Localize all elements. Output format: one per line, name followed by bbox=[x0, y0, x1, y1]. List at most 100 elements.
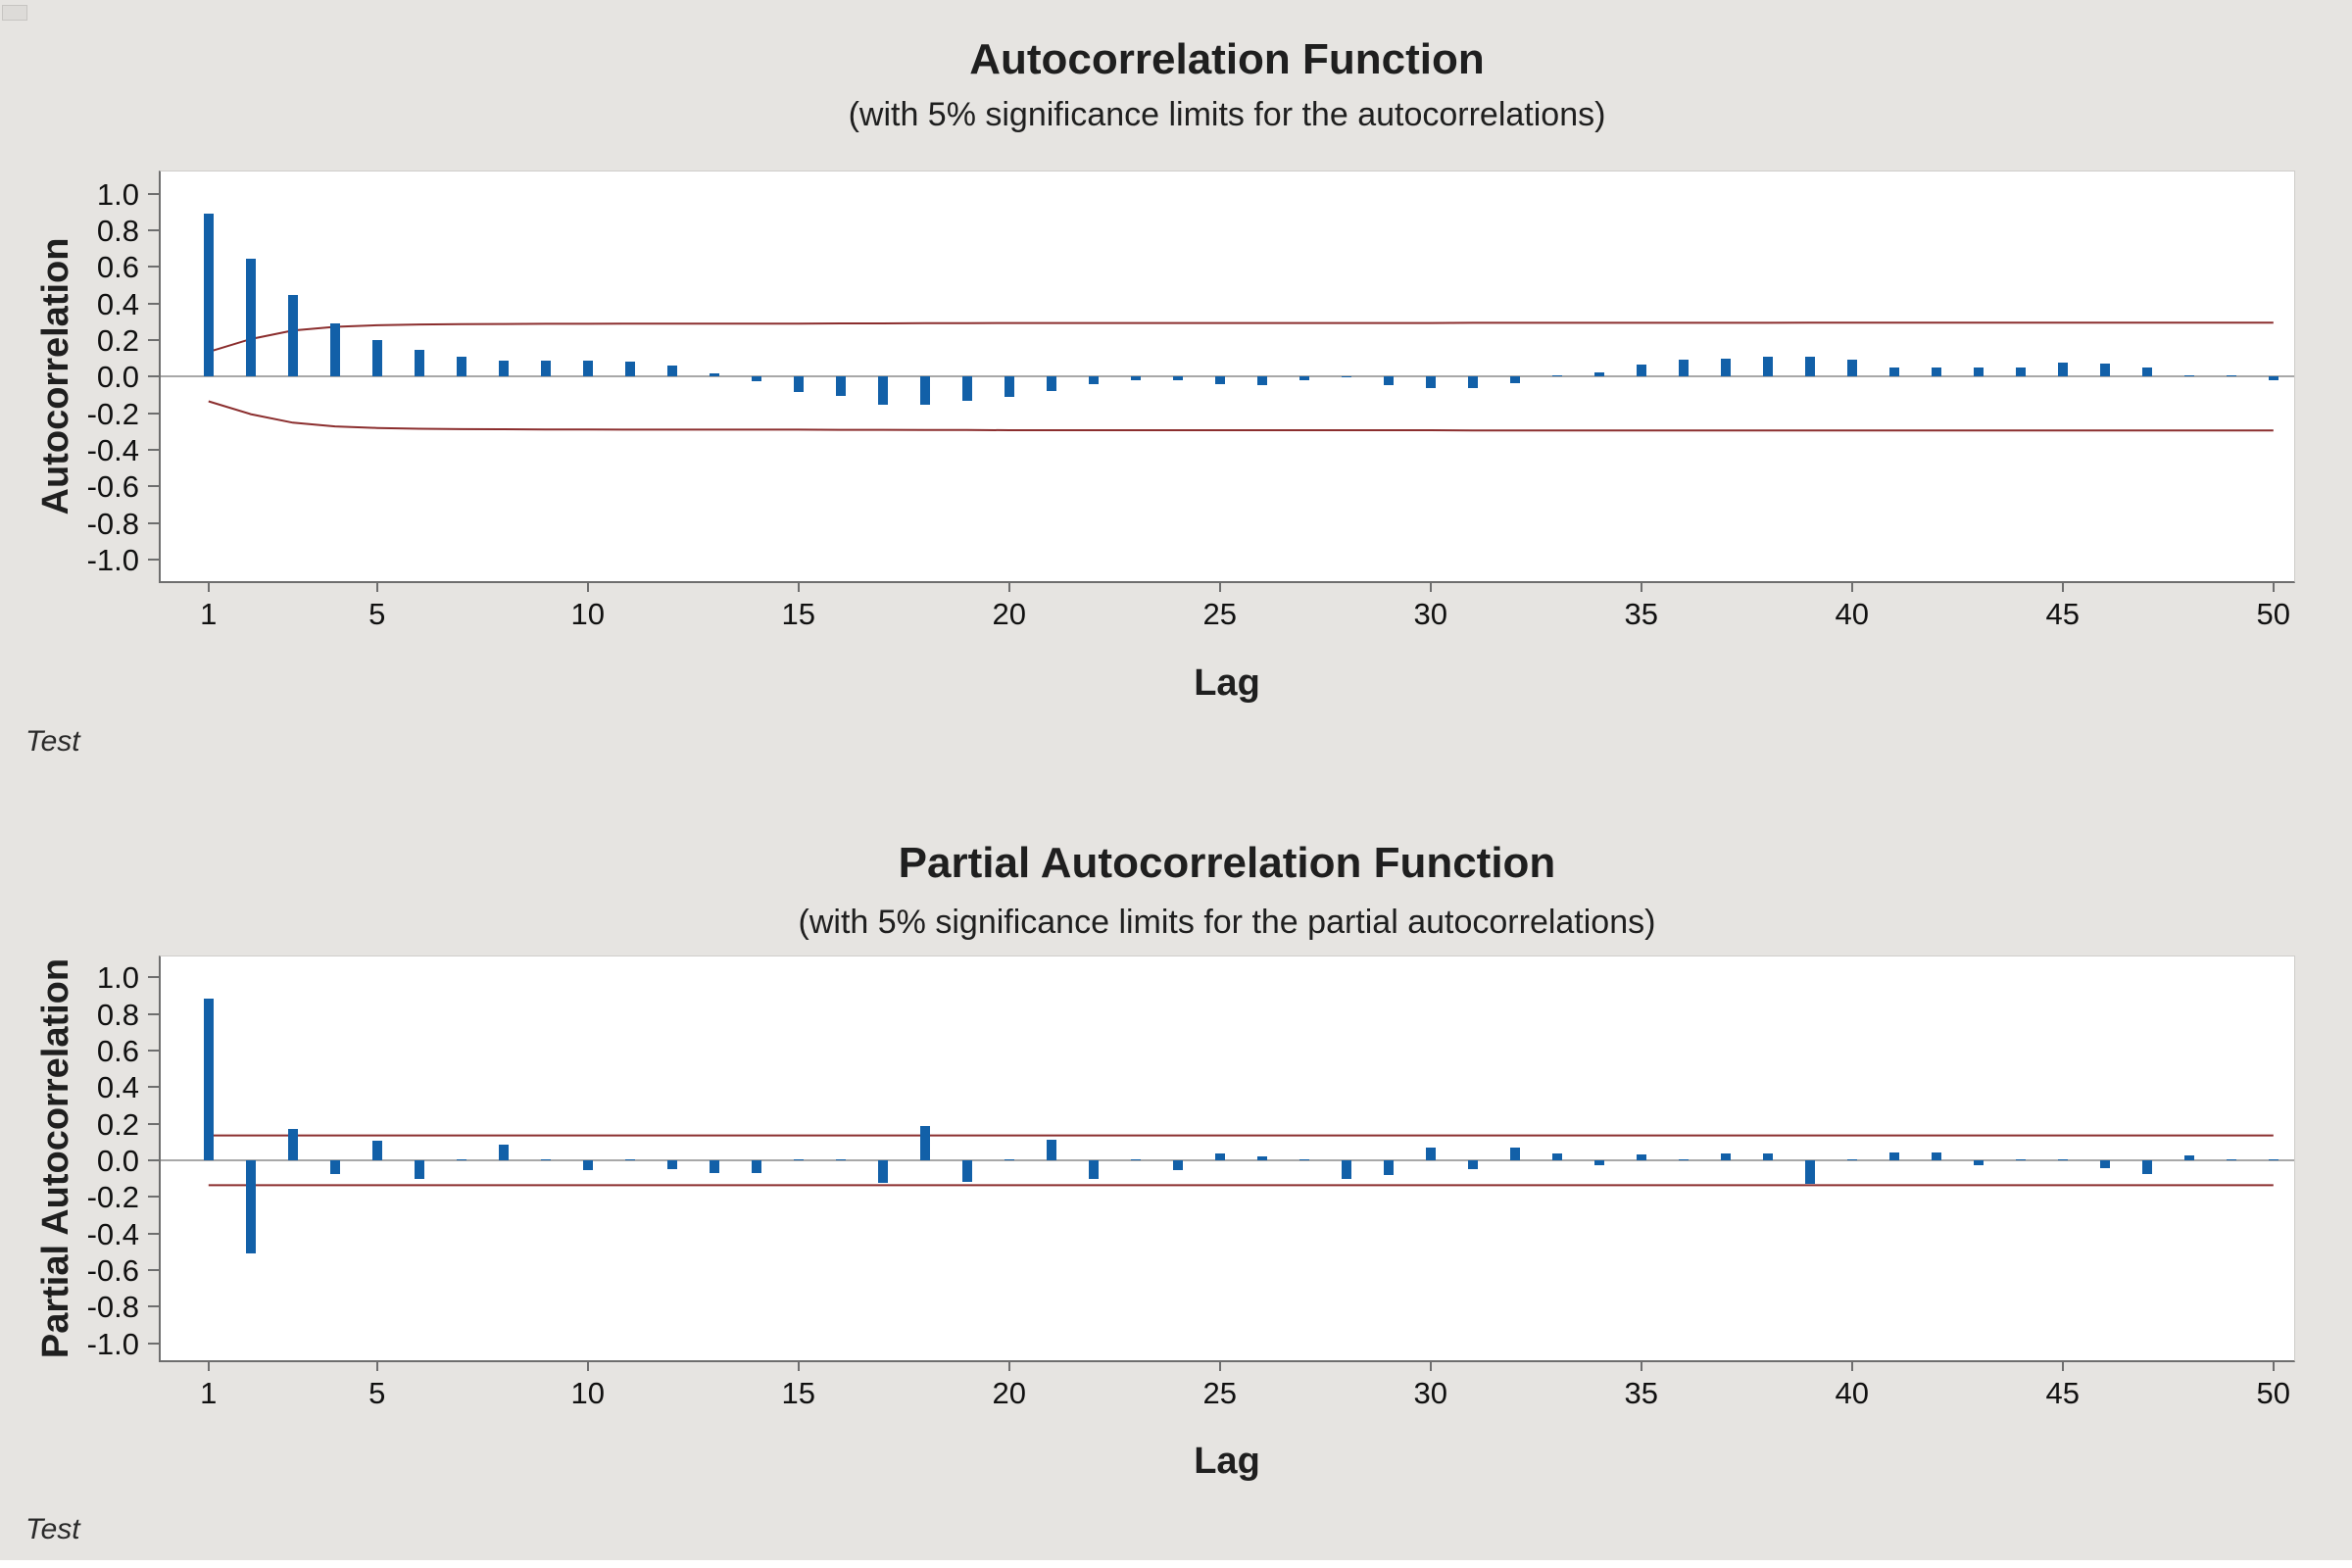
acf-xtick-label: 10 bbox=[570, 597, 606, 631]
acf-xtick-mark bbox=[1007, 581, 1010, 592]
pacf-bar-lag-50 bbox=[2268, 1159, 2278, 1160]
pacf-bar-lag-27 bbox=[1298, 1159, 1309, 1160]
pacf-ytick-mark bbox=[148, 1159, 159, 1161]
acf-xtick-label: 5 bbox=[368, 597, 386, 631]
acf-ytick-label: -0.2 bbox=[86, 396, 139, 431]
acf-ytick-label: 0.0 bbox=[96, 360, 139, 395]
acf-upper-limit-line bbox=[208, 321, 2274, 354]
acf-chart-title: Autocorrelation Function bbox=[969, 35, 1485, 83]
acf-bar-lag-31 bbox=[1467, 376, 1478, 389]
window-corner-artifact bbox=[2, 5, 27, 21]
acf-ytick-label: 0.8 bbox=[96, 214, 139, 249]
pacf-bar-lag-23 bbox=[1130, 1159, 1141, 1160]
acf-bar-lag-21 bbox=[1046, 376, 1056, 392]
pacf-bar-lag-36 bbox=[1678, 1159, 1689, 1160]
pacf-ytick-label: 0.8 bbox=[96, 997, 139, 1032]
acf-xtick-label: 1 bbox=[200, 597, 218, 631]
acf-lower-limit-line bbox=[208, 400, 2274, 432]
pacf-xtick-label: 45 bbox=[2045, 1376, 2081, 1410]
acf-ytick-label: -1.0 bbox=[86, 542, 139, 577]
acf-xtick-mark bbox=[586, 581, 589, 592]
acf-bar-lag-49 bbox=[2226, 375, 2236, 377]
acf-ytick-mark bbox=[148, 558, 159, 561]
pacf-x-axis-title: Lag bbox=[1194, 1441, 1260, 1482]
pacf-bar-lag-31 bbox=[1467, 1160, 1478, 1169]
acf-bar-lag-20 bbox=[1004, 376, 1014, 397]
acf-xtick-label: 35 bbox=[1624, 597, 1659, 631]
pacf-plot-area: 1.0 0.8 0.6 0.4 0.2 0.0 -0.2 -0.4 -0.6 -0.8 -1.0 1 5… bbox=[87, 956, 2295, 1408]
pacf-xtick-label: 5 bbox=[368, 1376, 386, 1410]
acf-bar-lag-43 bbox=[1973, 367, 1984, 377]
acf-bar-lag-48 bbox=[2183, 375, 2194, 377]
acf-bar-lag-44 bbox=[2015, 367, 2026, 377]
pacf-bar-lag-37 bbox=[1720, 1152, 1731, 1160]
acf-xtick-mark bbox=[1429, 581, 1432, 592]
pacf-bar-lag-22 bbox=[1088, 1160, 1099, 1179]
acf-bar-lag-23 bbox=[1130, 376, 1141, 381]
pacf-bar-lag-4 bbox=[329, 1160, 340, 1174]
acf-significance-limit-lines bbox=[208, 321, 2274, 432]
acf-bar-lag-25 bbox=[1214, 376, 1225, 384]
pacf-ytick-label: -0.8 bbox=[86, 1290, 139, 1325]
acf-ytick-mark bbox=[148, 338, 159, 341]
acf-ytick-label: -0.8 bbox=[86, 506, 139, 541]
acf-bar-lag-5 bbox=[371, 339, 382, 377]
pacf-ytick-mark bbox=[148, 1342, 159, 1345]
acf-bar-lag-15 bbox=[793, 376, 804, 392]
acf-bar-lag-29 bbox=[1383, 376, 1394, 386]
pacf-bar-lag-35 bbox=[1636, 1154, 1646, 1160]
pacf-ytick-label: -0.2 bbox=[86, 1180, 139, 1215]
acf-bar-lag-19 bbox=[961, 376, 972, 401]
pacf-xtick-mark bbox=[1850, 1360, 1853, 1371]
acf-xtick-label: 50 bbox=[2256, 597, 2291, 631]
pacf-xtick-mark bbox=[1007, 1360, 1010, 1371]
pacf-bar-lag-3 bbox=[287, 1129, 298, 1160]
pacf-bar-lag-42 bbox=[1931, 1152, 1941, 1160]
acf-xtick-label: 30 bbox=[1413, 597, 1448, 631]
acf-ytick-mark bbox=[148, 412, 159, 415]
acf-zero-line bbox=[161, 375, 2294, 378]
pacf-bar-lag-28 bbox=[1341, 1160, 1351, 1179]
pacf-bar-lag-8 bbox=[498, 1145, 509, 1160]
acf-bar-lag-26 bbox=[1256, 376, 1267, 386]
acf-bar-lag-34 bbox=[1593, 372, 1604, 377]
acf-bar-lag-3 bbox=[287, 295, 298, 377]
pacf-ytick-mark bbox=[148, 1122, 159, 1125]
pacf-xtick-label: 25 bbox=[1202, 1376, 1238, 1410]
acf-bar-lag-16 bbox=[835, 376, 846, 397]
pacf-ytick-mark bbox=[148, 1232, 159, 1235]
acf-plot-area: 1.0 0.8 0.6 0.4 0.2 0.0 -0.2 -0.4 -0.6 -0.8 -1.0 1 5… bbox=[87, 171, 2295, 629]
pacf-ytick-label: 0.0 bbox=[96, 1144, 139, 1178]
pacf-xtick-mark bbox=[1640, 1360, 1642, 1371]
pacf-bar-lag-30 bbox=[1425, 1147, 1436, 1160]
pacf-ytick-mark bbox=[148, 1086, 159, 1089]
pacf-bar-lag-44 bbox=[2015, 1159, 2026, 1160]
acf-test-footnote: Test bbox=[25, 725, 80, 758]
pacf-ytick-label: 0.4 bbox=[96, 1070, 139, 1105]
acf-bar-lag-22 bbox=[1088, 376, 1099, 385]
pacf-ytick-label: -0.6 bbox=[86, 1252, 139, 1288]
acf-ytick-label: -0.6 bbox=[86, 469, 139, 505]
pacf-bar-lag-38 bbox=[1762, 1152, 1773, 1160]
acf-ytick-label: 1.0 bbox=[96, 176, 139, 212]
acf-bar-lag-13 bbox=[709, 372, 719, 377]
pacf-ytick-mark bbox=[148, 1050, 159, 1053]
pacf-zero-line bbox=[161, 1159, 2294, 1161]
pacf-xtick-label: 35 bbox=[1624, 1376, 1659, 1410]
pacf-bar-lag-17 bbox=[877, 1160, 888, 1184]
pacf-bar-lag-43 bbox=[1973, 1160, 1984, 1165]
pacf-xtick-label: 10 bbox=[570, 1376, 606, 1410]
acf-bar-lag-32 bbox=[1509, 376, 1520, 384]
pacf-bar-lag-21 bbox=[1046, 1139, 1056, 1160]
pacf-ytick-label: 0.6 bbox=[96, 1034, 139, 1069]
acf-ytick-label: -0.4 bbox=[86, 432, 139, 467]
pacf-xtick-label: 20 bbox=[992, 1376, 1027, 1410]
acf-bar-lag-40 bbox=[1846, 359, 1857, 377]
acf-ytick-label: 0.4 bbox=[96, 286, 139, 321]
acf-xtick-label: 40 bbox=[1835, 597, 1870, 631]
acf-xtick-label: 25 bbox=[1202, 597, 1238, 631]
pacf-bar-lag-41 bbox=[1888, 1152, 1899, 1160]
pacf-bar-lag-1 bbox=[203, 998, 214, 1160]
pacf-bar-lag-34 bbox=[1593, 1160, 1604, 1166]
acf-chart-subtitle: (with 5% significance limits for the aut… bbox=[848, 96, 1606, 133]
